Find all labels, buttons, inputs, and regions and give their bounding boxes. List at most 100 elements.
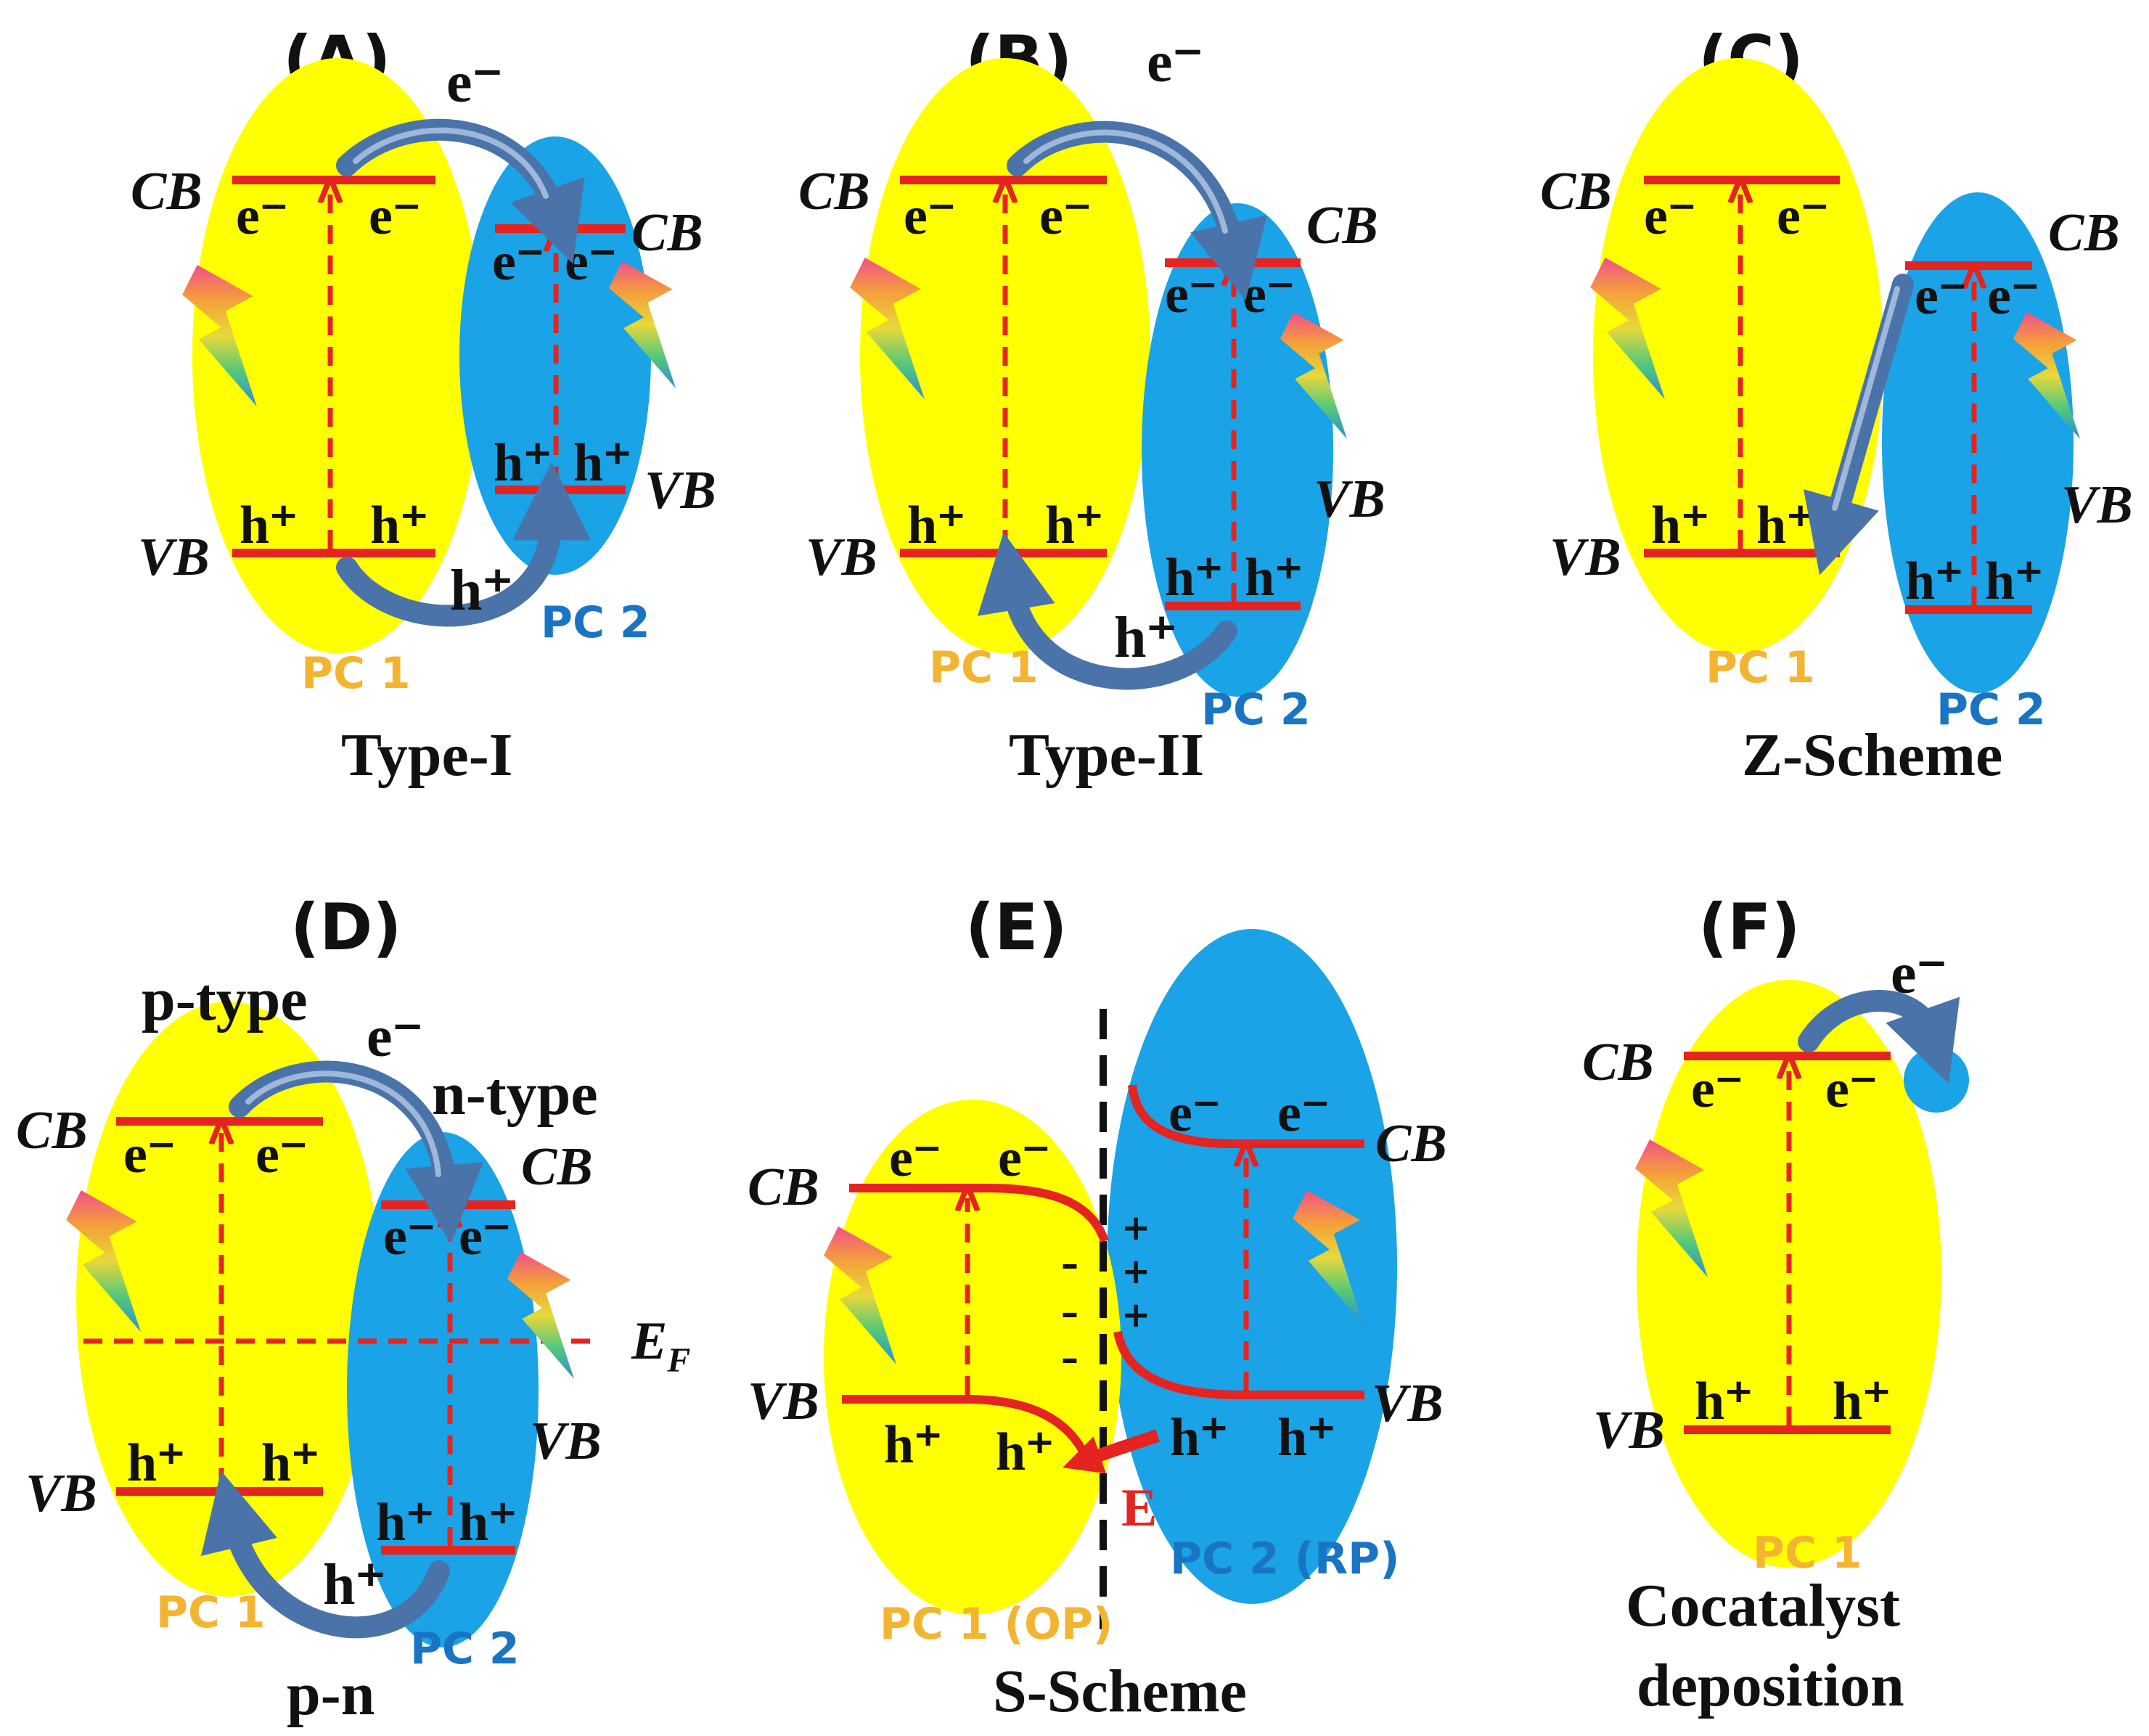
- pc2-electron: e⁻: [565, 232, 617, 292]
- transfer-electron-label: e⁻: [367, 1005, 423, 1069]
- electron-transfer-arrow-highlight: [1023, 129, 1228, 234]
- pc1-hole: h⁺: [884, 1415, 942, 1475]
- pc2-vb-label: VB: [530, 1412, 602, 1471]
- cocatalyst-particle: [1904, 1047, 1969, 1113]
- transfer-electron-label: e⁻: [1147, 30, 1203, 94]
- interface-negative-charge: –: [1061, 1244, 1078, 1285]
- pc1-electron: e⁻: [889, 1129, 941, 1188]
- pc1-electron: e⁻: [1691, 1060, 1743, 1119]
- panel-b: (B) CB VB CB VB e⁻ e⁻ h⁺ h⁺ e⁻ e⁻ h⁺ h⁺ …: [798, 22, 1385, 789]
- transfer-electron-label: e⁻: [446, 51, 503, 115]
- pc2-hole: h⁺: [376, 1493, 434, 1552]
- fermi-level-subscript: F: [666, 1341, 690, 1380]
- pc2-cb-line: [1128, 1084, 1364, 1148]
- pc1-electron: e⁻: [123, 1125, 176, 1184]
- interface-negative-charge: –: [1061, 1338, 1078, 1379]
- pc1-electron: e⁻: [369, 187, 421, 246]
- pc1-op-label: PC 1 (OP): [880, 1599, 1113, 1650]
- pc1-cb-label: CB: [1540, 162, 1612, 221]
- pc1-hole: h⁺: [1651, 496, 1709, 555]
- pc1-vb-label: VB: [806, 528, 877, 587]
- pc1-hole: h⁺: [1833, 1372, 1891, 1431]
- pc2-hole: h⁺: [573, 433, 631, 493]
- pc2-electron: e⁻: [1277, 1084, 1330, 1143]
- pc1-ellipse: [1637, 980, 1941, 1568]
- interface-positive-charge: +: [1121, 1208, 1150, 1248]
- pc1-hole: h⁺: [996, 1422, 1054, 1482]
- pc2-vb-label: VB: [1314, 470, 1385, 529]
- panel-d-title: (D): [290, 890, 401, 965]
- pc2-hole: h⁺: [1277, 1408, 1335, 1467]
- panel-d: (D) CB VB CB VB EF e⁻ e⁻ h⁺ h⁺ e⁻ e⁻ h⁺ …: [16, 890, 690, 1728]
- pc1-cb-label: CB: [16, 1101, 88, 1160]
- internal-electric-field-arrow: [1063, 1429, 1160, 1474]
- panel-c: (C) CB VB CB VB e⁻ e⁻ h⁺ h⁺ e⁻ e⁻ h⁺ h⁺ …: [1540, 22, 2133, 789]
- pc2-hole: h⁺: [459, 1493, 517, 1552]
- pc1-hole: h⁺: [370, 496, 428, 555]
- hole-transfer-arrow: [978, 532, 1237, 690]
- z-scheme-transfer-arrow-highlight: [1832, 286, 1900, 511]
- pc1-electron: e⁻: [1825, 1060, 1878, 1119]
- pc2-vb-line: [1113, 1330, 1364, 1399]
- fermi-level-symbol: E: [631, 1311, 667, 1371]
- pc2-cb-label: CB: [1306, 196, 1378, 255]
- pc1-electron: e⁻: [904, 187, 956, 246]
- pc1-cb-line: [849, 1184, 1109, 1243]
- pc1-hole: h⁺: [1695, 1372, 1753, 1431]
- pc2-label: PC 2: [410, 1624, 520, 1674]
- pc2-vb-label: VB: [2061, 475, 2133, 535]
- transfer-hole-label: h⁺: [1114, 606, 1177, 670]
- pc1-hole: h⁺: [1756, 496, 1814, 555]
- pc2-vb-label: VB: [1372, 1374, 1444, 1433]
- pc1-electron: e⁻: [1039, 187, 1092, 246]
- pc1-hole: h⁺: [240, 496, 298, 555]
- pc1-label: PC 1: [1706, 642, 1815, 693]
- fermi-level-label: EF: [631, 1311, 690, 1380]
- pc2-label: PC 2: [541, 597, 650, 648]
- pc1-ellipse: [192, 58, 483, 653]
- pc2-electron: e⁻: [383, 1207, 435, 1266]
- transfer-electron-label: e⁻: [1891, 942, 1947, 1006]
- pc1-label: PC 1: [156, 1587, 266, 1638]
- pc2-hole: h⁺: [494, 433, 552, 493]
- pc1-hole: h⁺: [1045, 496, 1103, 555]
- electron-transfer-arrow-highlight: [245, 1070, 441, 1177]
- pc2-electron: e⁻: [1168, 1084, 1221, 1143]
- pc1-vb-label: VB: [1593, 1401, 1665, 1460]
- pc1-electron: e⁻: [255, 1125, 308, 1184]
- pc2-cb-label: CB: [2048, 203, 2120, 263]
- pc2-ellipse: [1142, 203, 1333, 697]
- pc1-label: PC 1: [929, 642, 1039, 693]
- pc1-cb-label: CB: [131, 162, 202, 221]
- pc2-electron: e⁻: [1915, 266, 1967, 326]
- interface-positive-charge: +: [1121, 1251, 1150, 1292]
- pc1-cb-label: CB: [748, 1158, 819, 1217]
- pc1-label: PC 1: [1753, 1528, 1862, 1579]
- pc2-electron: e⁻: [492, 232, 544, 292]
- panel-f-caption-line2: deposition: [1637, 1652, 1904, 1719]
- transfer-hole-label: h⁺: [450, 559, 513, 623]
- hole-transfer-arrow: [200, 1470, 450, 1639]
- pc2-label: PC 2: [1936, 684, 2046, 735]
- pc2-electron: e⁻: [459, 1207, 511, 1266]
- pc2-hole: h⁺: [1170, 1408, 1228, 1467]
- pc1-vb-label: VB: [748, 1372, 819, 1431]
- pc1-hole: h⁺: [261, 1433, 319, 1493]
- p-type-label: p-type: [142, 966, 308, 1033]
- panel-b-caption: Type-II: [1009, 721, 1204, 789]
- pc2-rp-label: PC 2 (RP): [1170, 1534, 1400, 1584]
- pc2-vb-label: VB: [644, 461, 716, 520]
- pc1-electron: e⁻: [1777, 187, 1829, 246]
- pc2-hole: h⁺: [1985, 552, 2043, 611]
- panel-f-caption-line1: Cocatalyst: [1626, 1572, 1900, 1639]
- pc2-electron: e⁻: [1165, 265, 1217, 324]
- panel-a: (A) CB VB CB VB e⁻ e⁻ h⁺ h⁺ e⁻ e⁻ h⁺ h⁺ …: [131, 22, 716, 789]
- pc1-cb-label: CB: [1582, 1033, 1654, 1092]
- internal-electric-field-label: E: [1121, 1478, 1157, 1538]
- pc2-hole: h⁺: [1905, 552, 1963, 611]
- transfer-hole-label: h⁺: [323, 1553, 386, 1617]
- panel-f-title: (F): [1698, 890, 1801, 965]
- panel-d-caption: p-n: [287, 1661, 374, 1728]
- z-scheme-transfer-arrow: [1804, 274, 1914, 576]
